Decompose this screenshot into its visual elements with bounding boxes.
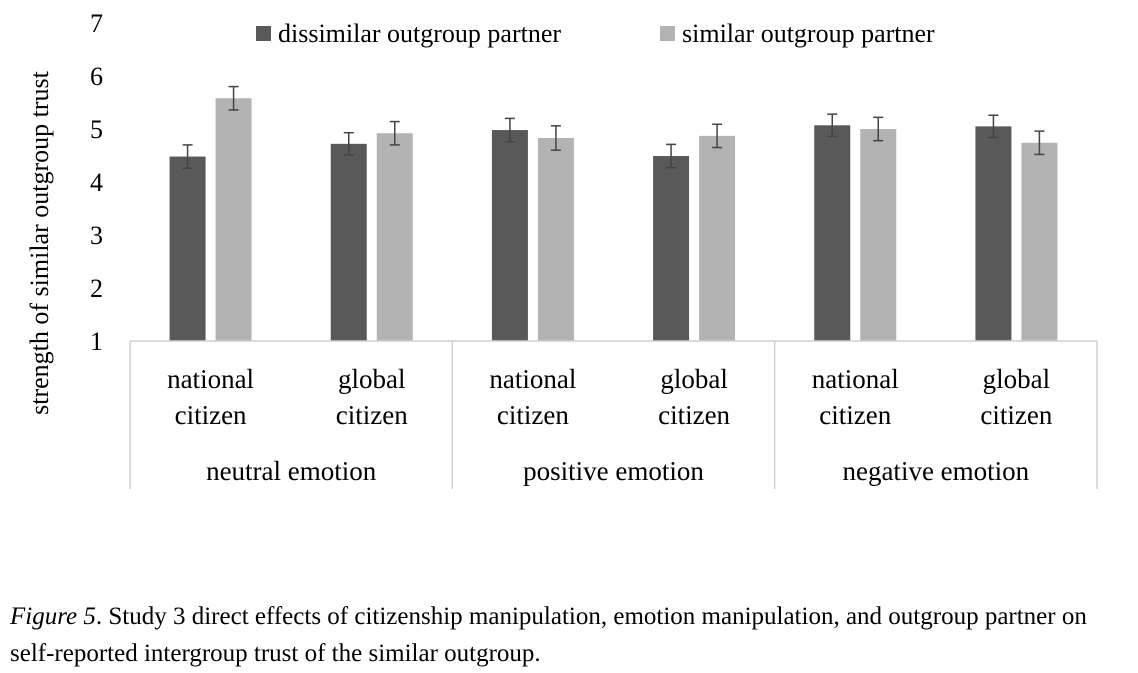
y-tick-label: 3 (90, 221, 103, 250)
bar-dissimilar (975, 126, 1012, 341)
category-label: global citizen (336, 364, 408, 430)
bar-similar (1021, 142, 1058, 341)
legend-swatch (660, 26, 675, 41)
bar-similar (699, 135, 736, 341)
y-tick-label: 4 (90, 168, 103, 197)
group-label: positive emotion (523, 456, 704, 486)
figure-caption: Figure 5. Study 3 direct effects of citi… (10, 598, 1132, 672)
bars (169, 85, 1058, 341)
bar-dissimilar (491, 130, 528, 341)
bar-dissimilar (330, 143, 367, 341)
bar-similar (215, 98, 252, 341)
y-tick-label: 7 (90, 9, 103, 38)
group-label: neutral emotion (206, 456, 377, 486)
y-axis-label: strength of similar outgroup trust (25, 70, 54, 415)
bar-similar (860, 129, 897, 341)
legend-label: similar outgroup partner (682, 19, 935, 48)
bar-dissimilar (814, 125, 851, 341)
category-label: global citizen (980, 364, 1052, 430)
bar-dissimilar (653, 156, 690, 341)
legend-swatch (256, 26, 271, 41)
bar-dissimilar (169, 156, 206, 341)
bar-chart: dissimilar outgroup partner similar outgr… (25, 9, 1098, 489)
group-label: negative emotion (842, 456, 1029, 486)
y-tick-label: 1 (90, 327, 103, 356)
caption-text: . Study 3 direct effects of citizenship … (10, 603, 1087, 667)
y-tick-label: 6 (90, 62, 103, 91)
y-axis: 1 2 3 4 5 6 7 strength of similar outgroup trus… (25, 9, 103, 415)
bar-similar (376, 133, 413, 341)
x-axis: national citizen global citizen neutral emot… (129, 340, 1098, 489)
category-label: global citizen (658, 364, 730, 430)
y-tick-label: 2 (90, 274, 103, 303)
y-tick-label: 5 (90, 115, 103, 144)
category-label: national citizen (812, 364, 899, 430)
bar-similar (537, 138, 574, 341)
category-label: national citizen (167, 364, 254, 430)
category-label: national citizen (489, 364, 576, 430)
legend-label: dissimilar outgroup partner (278, 19, 561, 48)
chart-legend: dissimilar outgroup partner similar outgr… (256, 19, 935, 48)
figure-label: Figure 5 (10, 603, 96, 630)
